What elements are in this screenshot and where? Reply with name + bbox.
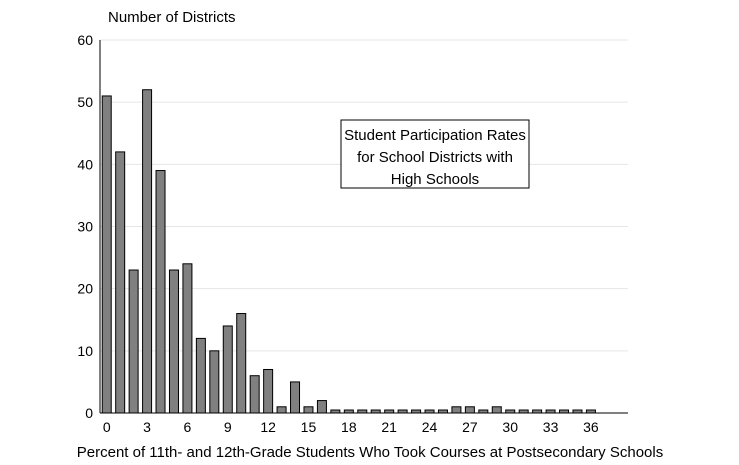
x-tick-label: 36 (583, 419, 599, 435)
y-axis-title: Number of Districts (108, 9, 236, 26)
bar (263, 368, 274, 414)
bar (491, 406, 502, 414)
bar (249, 375, 260, 414)
x-tick-label: 30 (502, 419, 518, 435)
bar (142, 89, 153, 414)
axes (99, 40, 628, 414)
x-tick-label: 0 (103, 419, 111, 435)
bar (128, 269, 139, 414)
annotation-line-2: for School Districts with (357, 149, 513, 166)
annotation-line-1: Student Participation Rates (344, 127, 526, 144)
annotation-box: Student Participation Rates for School D… (340, 119, 530, 189)
x-axis-title: Percent of 11th- and 12th-Grade Students… (77, 444, 663, 461)
bar (276, 406, 287, 414)
bar (464, 406, 475, 414)
bar (451, 406, 462, 414)
y-tick-labels: 0 10 20 30 40 50 60 (77, 32, 93, 421)
x-tick-label: 9 (224, 419, 232, 435)
x-tick-label: 27 (462, 419, 478, 435)
bar (155, 170, 166, 414)
bar (236, 313, 247, 414)
bar (316, 400, 327, 414)
bar (101, 95, 112, 414)
bar (195, 337, 206, 414)
bar (303, 406, 314, 414)
gridlines (100, 39, 628, 352)
y-tick-label: 0 (85, 405, 93, 421)
x-tick-label: 6 (184, 419, 192, 435)
y-tick-label: 10 (77, 343, 93, 359)
y-tick-label: 30 (77, 219, 93, 235)
bar (115, 151, 126, 414)
x-tick-labels: 0 3 6 9 12 15 18 21 24 27 30 33 36 (103, 419, 599, 435)
bar (209, 350, 220, 414)
annotation-line-3: High Schools (391, 171, 479, 188)
y-tick-label: 60 (77, 32, 93, 48)
x-tick-label: 12 (260, 419, 276, 435)
y-tick-label: 20 (77, 281, 93, 297)
x-tick-label: 3 (143, 419, 151, 435)
bar (182, 263, 193, 414)
bar (222, 325, 233, 414)
y-tick-label: 40 (77, 156, 93, 172)
x-tick-label: 24 (422, 419, 438, 435)
x-tick-label: 18 (341, 419, 357, 435)
x-tick-label: 33 (543, 419, 559, 435)
y-tick-label: 50 (77, 94, 93, 110)
x-tick-label: 15 (301, 419, 317, 435)
x-tick-label: 21 (381, 419, 397, 435)
bar (290, 381, 301, 414)
annotation-frame (340, 119, 530, 189)
bar (168, 269, 179, 414)
